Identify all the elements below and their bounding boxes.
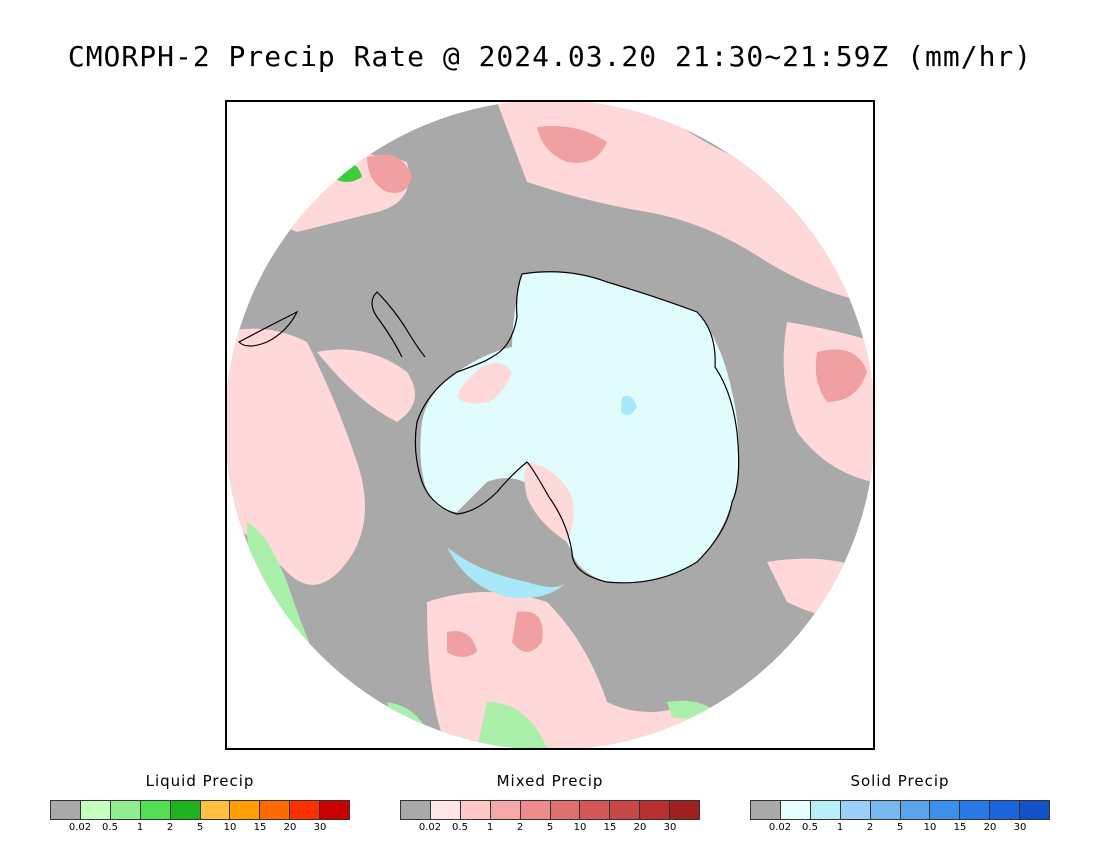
legend-tick-label: 5 xyxy=(896,822,904,833)
legend-solid: Solid Precip 0.02 0.5 1 2 5 10 15 20 30 xyxy=(750,772,1050,836)
map-title: CMORPH-2 Precip Rate @ 2024.03.20 21:30~… xyxy=(67,40,1033,73)
legend-tick-label: 15 xyxy=(953,822,967,833)
legend-title: Mixed Precip xyxy=(496,772,604,790)
legend-swatch xyxy=(230,801,261,819)
legend-tick-label: 0.02 xyxy=(68,822,92,833)
legend-tick-label: 30 xyxy=(1013,822,1027,833)
legend-swatch xyxy=(960,801,991,819)
legend-tick-label: 30 xyxy=(663,822,677,833)
legend-tick-label: 0.5 xyxy=(102,822,118,833)
legend-tick-label: 2 xyxy=(516,822,524,833)
polar-precip-map xyxy=(227,102,873,748)
solid-precip-area xyxy=(621,395,637,416)
mixed-precip-area xyxy=(512,611,543,652)
legend-swatch xyxy=(80,801,111,819)
legend-tick-label: 2 xyxy=(166,822,174,833)
mixed-precip-area xyxy=(367,154,412,193)
legend-swatch xyxy=(780,801,811,819)
legend-tick-label: 1 xyxy=(836,822,844,833)
legend-swatch xyxy=(550,801,581,819)
legend-tick-label: 5 xyxy=(196,822,204,833)
ice-shelf-mixed-precip xyxy=(457,363,512,404)
mixed-precip-area xyxy=(537,126,607,163)
mixed-precip-area xyxy=(447,631,477,657)
legend-title: Liquid Precip xyxy=(145,772,255,790)
legend-swatch xyxy=(580,801,611,819)
mixed-precip-area xyxy=(815,349,867,402)
legend-swatch xyxy=(51,801,81,819)
legend-swatch xyxy=(110,801,141,819)
legend-swatch xyxy=(290,801,321,819)
legend-ticks: 0.02 0.5 1 2 5 10 15 20 30 xyxy=(750,822,1050,836)
legend-swatch xyxy=(170,801,201,819)
legend-swatch xyxy=(260,801,291,819)
legend-ticks: 0.02 0.5 1 2 5 10 15 20 30 xyxy=(400,822,700,836)
legend-swatches xyxy=(750,800,1050,820)
legend-tick-label: 0.02 xyxy=(418,822,442,833)
legend-tick-label: 15 xyxy=(253,822,267,833)
antarctica-coastline xyxy=(414,271,740,584)
legend-swatches xyxy=(400,800,700,820)
legend-swatch xyxy=(870,801,901,819)
south-america-coastline xyxy=(238,310,299,347)
legend-swatch xyxy=(610,801,641,819)
legend-swatch xyxy=(460,801,491,819)
legend-tick-label: 1 xyxy=(486,822,494,833)
legend-swatch xyxy=(751,801,781,819)
legend-swatch xyxy=(140,801,171,819)
legend-tick-label: 30 xyxy=(313,822,327,833)
solid-precip-area xyxy=(447,547,567,598)
legend-title: Solid Precip xyxy=(850,772,950,790)
legend-tick-label: 5 xyxy=(546,822,554,833)
ice-shelf-mixed-precip xyxy=(524,462,574,542)
legend-tick-label: 10 xyxy=(923,822,937,833)
legend-swatch xyxy=(840,801,871,819)
legend-swatch xyxy=(810,801,841,819)
legend-swatches xyxy=(50,800,350,820)
legend-swatch xyxy=(640,801,671,819)
legend-swatch xyxy=(490,801,521,819)
legend-tick-label: 2 xyxy=(866,822,874,833)
legend-tick-label: 0.5 xyxy=(802,822,818,833)
legend-tick-label: 1 xyxy=(136,822,144,833)
legend-liquid: Liquid Precip 0.02 0.5 1 2 5 10 15 20 30 xyxy=(50,772,350,836)
legend-swatch xyxy=(670,801,700,819)
legend-mixed: Mixed Precip 0.02 0.5 1 2 5 10 15 20 30 xyxy=(400,772,700,836)
legend-tick-label: 10 xyxy=(223,822,237,833)
legend-swatch xyxy=(401,801,431,819)
legend-tick-label: 10 xyxy=(573,822,587,833)
legend-tick-label: 15 xyxy=(603,822,617,833)
mixed-precip-area xyxy=(317,349,415,422)
legend-swatch xyxy=(520,801,551,819)
antarctica-solid-precip xyxy=(420,271,739,583)
liquid-precip-area xyxy=(477,702,547,748)
legend-tick-label: 20 xyxy=(283,822,297,833)
legend-tick-label: 0.02 xyxy=(768,822,792,833)
legend-swatch xyxy=(430,801,461,819)
legend-swatch xyxy=(320,801,350,819)
legend-swatch xyxy=(200,801,231,819)
legend-swatch xyxy=(900,801,931,819)
mixed-precip-area xyxy=(227,328,365,585)
legend-swatch xyxy=(930,801,961,819)
legend-swatch xyxy=(990,801,1021,819)
legend-ticks: 0.02 0.5 1 2 5 10 15 20 30 xyxy=(50,822,350,836)
antarctic-peninsula-coastline xyxy=(371,291,426,358)
legend-swatch xyxy=(1020,801,1050,819)
legend-tick-label: 20 xyxy=(983,822,997,833)
map-panel xyxy=(225,100,875,750)
legend-tick-label: 0.5 xyxy=(452,822,468,833)
legend-tick-label: 20 xyxy=(633,822,647,833)
